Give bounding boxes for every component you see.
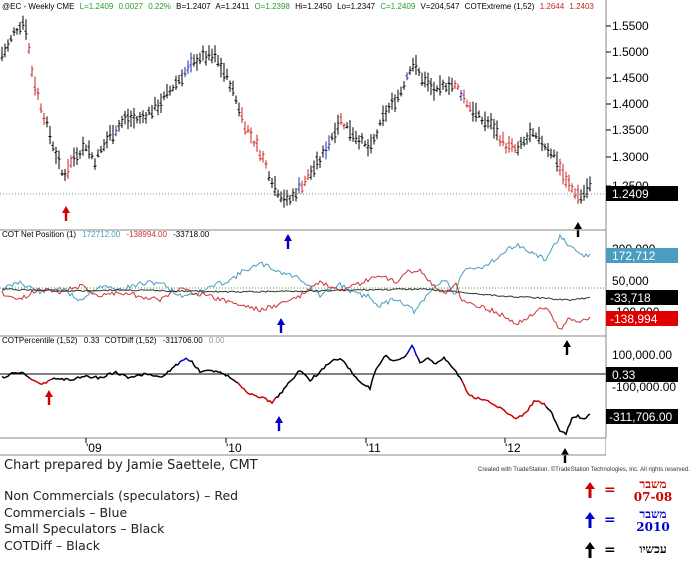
price-header: @EC - Weekly CME L=1.2409 0.0027 0.22% B… — [2, 2, 594, 11]
red-up-arrow-icon — [45, 390, 53, 405]
red-up-arrow-icon — [585, 482, 595, 498]
cotdiff-line — [461, 380, 547, 420]
series-legend: Non Commercials (speculators) – Red Comm… — [4, 488, 238, 554]
small-speculators-line — [1, 287, 591, 302]
equals-sign: = — [604, 482, 616, 498]
small-spec-value-box: -33,718 — [610, 291, 651, 305]
percentile-axis: 100,000.00 -100,000.00 — [612, 348, 676, 394]
cotdiff-line — [275, 354, 407, 398]
key-label: עכשיו — [639, 542, 667, 556]
arrow-key: = משבר 07-08 = משבר 2010 = עכשיו — [582, 478, 692, 568]
black-up-arrow-icon — [563, 340, 571, 355]
tick-label: -100,000.00 — [612, 380, 676, 394]
x-tick-label: '12 — [505, 441, 521, 455]
blue-up-arrow-icon — [275, 416, 283, 431]
noncommercials-line — [1, 268, 591, 330]
percentile-value-box: 0.33 — [612, 368, 636, 382]
cotdiff-line — [189, 360, 239, 384]
commercials-value-box: 172,712 — [612, 249, 656, 263]
tick-label: 50,000 — [612, 274, 649, 288]
chart-caption: Chart prepared by Jamie Saettele, CMT — [4, 458, 258, 473]
legend-item: Commercials – Blue — [4, 504, 128, 520]
credit-line: Created with TradeStation. ©TradeStation… — [478, 467, 690, 473]
cotdiff-value-box: -311,706.00 — [609, 410, 672, 424]
cotdiff-line — [417, 356, 463, 382]
key-row-crisis-0708: = משבר 07-08 — [582, 478, 692, 508]
cotdiff-line — [405, 344, 419, 359]
commercials-line — [1, 233, 591, 315]
legend-item: Small Speculators – Black — [4, 521, 165, 536]
tick-label: 1.5000 — [612, 45, 649, 59]
price-value-box: 1.2409 — [612, 187, 649, 201]
legend-item: COTDiff – Black — [4, 537, 100, 553]
tick-label: 1.3000 — [612, 150, 649, 164]
tick-label: 1.4500 — [612, 71, 649, 85]
key-row-now: = עכשיו — [582, 538, 692, 568]
black-up-arrow-icon — [585, 542, 595, 558]
x-tick-label: '09 — [86, 441, 102, 455]
key-label: משבר 2010 — [636, 507, 670, 534]
key-label: משבר 07-08 — [633, 477, 673, 504]
legend-item: Non Commercials (speculators) – Red — [4, 488, 239, 503]
cotdiff-line — [29, 377, 53, 386]
tick-label: 100,000.00 — [612, 348, 672, 362]
tick-label: 1.3500 — [612, 123, 649, 137]
stock-chart: @EC - Weekly CME L=1.2409 0.0027 0.22% B… — [0, 0, 678, 463]
x-tick-label: '10 — [226, 441, 242, 455]
cotdiff-line — [51, 363, 179, 382]
net-position-header: COT Net Position (1) 172712.00 -138994.0… — [2, 230, 210, 239]
cotdiff-line — [237, 382, 277, 405]
red-up-arrow-icon — [62, 206, 70, 221]
equals-sign: = — [604, 542, 616, 558]
tick-label: 1.5500 — [612, 19, 649, 33]
percentile-header: COTPercentile (1,52) 0.33 COTDiff (1,52)… — [2, 336, 225, 345]
x-tick-label: '11 — [366, 441, 381, 455]
plot-area — [0, 15, 606, 463]
blue-up-arrow-icon — [284, 234, 292, 249]
cotdiff-line — [545, 406, 591, 436]
price-axis: 1.5500 1.5000 1.4500 1.4000 1.3500 1.300… — [606, 19, 649, 193]
tick-label: 1.4000 — [612, 97, 649, 111]
blue-up-arrow-icon — [585, 512, 595, 528]
equals-sign: = — [604, 512, 616, 528]
x-axis: '09 '10 '11 '12 — [85, 438, 521, 455]
noncomm-value-box: -138,994 — [610, 312, 658, 326]
cotdiff-line — [1, 371, 31, 379]
blue-up-arrow-icon — [277, 318, 285, 333]
key-row-crisis-2010: = משבר 2010 — [582, 508, 692, 538]
cotdiff-line — [177, 357, 191, 366]
